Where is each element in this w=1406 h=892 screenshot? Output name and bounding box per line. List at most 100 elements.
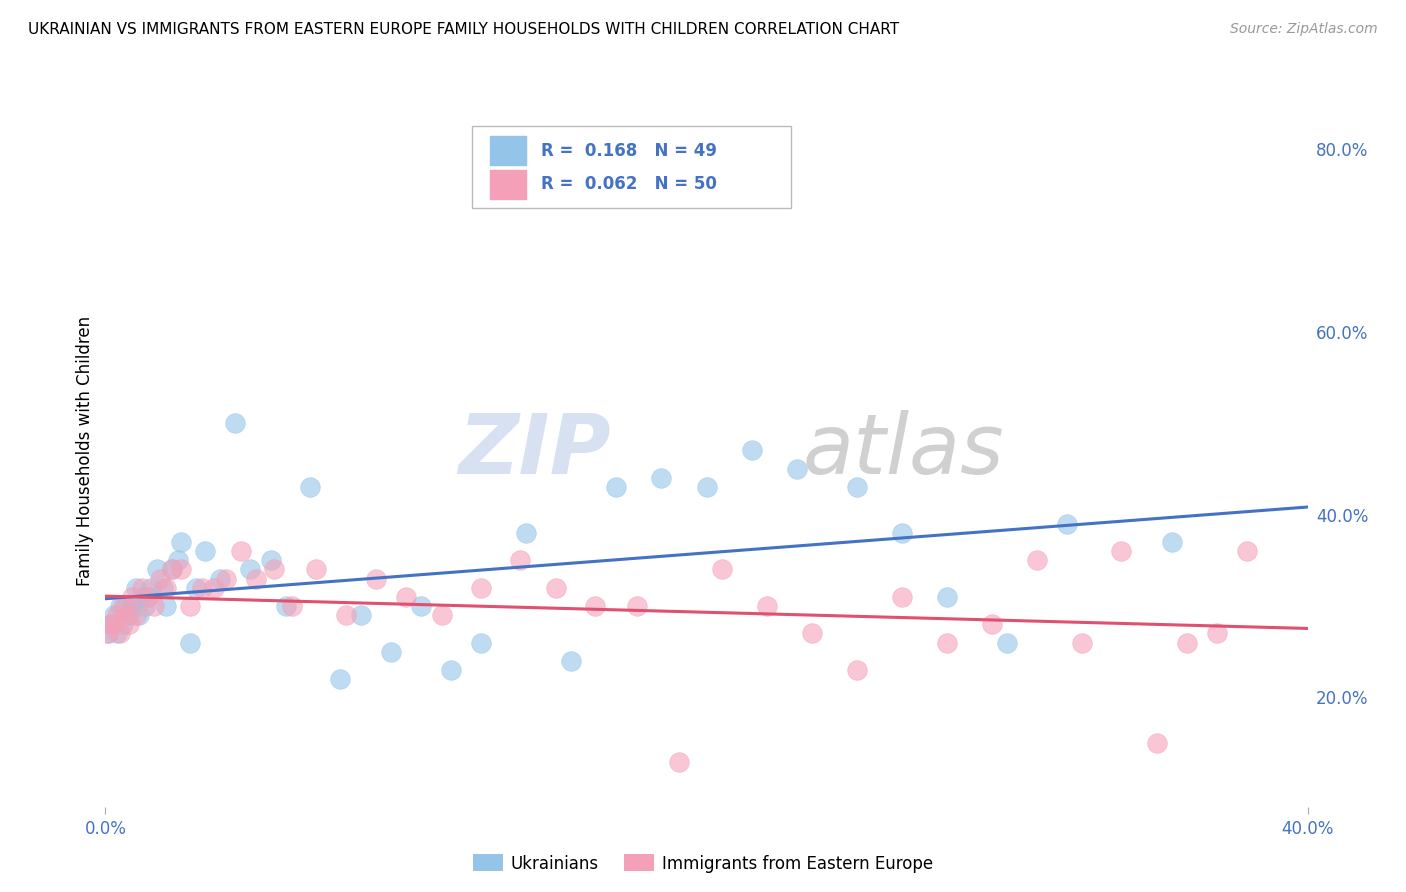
Point [100, 617, 122, 632]
Point [560, 654, 582, 668]
Point [364, 572, 387, 586]
Point [239, 562, 262, 576]
Point [155, 581, 177, 595]
Point [160, 562, 183, 576]
Point [409, 599, 432, 613]
Point [1071, 635, 1094, 649]
Point [995, 635, 1018, 649]
Point [152, 581, 174, 595]
Point [546, 581, 568, 595]
Text: Source: ZipAtlas.com: Source: ZipAtlas.com [1230, 22, 1378, 37]
Point [710, 562, 733, 576]
Point [696, 480, 718, 494]
Point [245, 572, 267, 586]
Point [112, 599, 135, 613]
Point [936, 590, 959, 604]
Point [179, 635, 201, 649]
Point [121, 590, 143, 604]
Point [263, 562, 285, 576]
Point [124, 608, 146, 623]
Point [470, 635, 492, 649]
Point [650, 471, 672, 485]
Point [335, 608, 357, 623]
Point [136, 590, 159, 604]
Point [190, 581, 212, 595]
Point [169, 535, 191, 549]
Point [298, 480, 321, 494]
Point [380, 645, 402, 659]
Point [142, 599, 165, 613]
Point [305, 562, 328, 576]
Point [107, 626, 129, 640]
Point [470, 581, 492, 595]
FancyBboxPatch shape [491, 170, 526, 199]
Point [583, 599, 606, 613]
Point [515, 525, 537, 540]
Text: atlas: atlas [803, 410, 1004, 491]
Point [281, 599, 304, 613]
Point [1109, 544, 1132, 558]
Point [668, 755, 690, 769]
Point [800, 626, 823, 640]
Point [430, 608, 453, 623]
Point [179, 599, 201, 613]
Point [1056, 516, 1078, 531]
Point [890, 525, 912, 540]
Point [1146, 736, 1168, 750]
Point [329, 672, 352, 686]
Point [786, 462, 808, 476]
Point [97, 626, 120, 640]
Point [755, 599, 778, 613]
Point [160, 562, 183, 576]
Point [131, 590, 153, 604]
Y-axis label: Family Households with Children: Family Households with Children [76, 316, 94, 585]
Point [605, 480, 627, 494]
Point [148, 572, 170, 586]
Point [121, 599, 143, 613]
Text: R =  0.062   N = 50: R = 0.062 N = 50 [541, 176, 717, 194]
Point [845, 480, 868, 494]
Point [115, 599, 138, 613]
Point [139, 581, 162, 595]
Point [194, 544, 217, 558]
Point [155, 599, 177, 613]
Point [1026, 553, 1049, 567]
Text: ZIP: ZIP [458, 410, 610, 491]
Point [936, 635, 959, 649]
Point [208, 572, 231, 586]
Point [224, 416, 246, 430]
Point [981, 617, 1004, 632]
Point [1161, 535, 1184, 549]
Point [112, 617, 135, 632]
Point [166, 553, 188, 567]
Point [169, 562, 191, 576]
FancyBboxPatch shape [491, 136, 526, 165]
Point [741, 443, 763, 458]
Point [124, 581, 146, 595]
Point [845, 663, 868, 677]
Point [890, 590, 912, 604]
Point [128, 608, 150, 623]
Point [395, 590, 418, 604]
Point [202, 581, 225, 595]
Point [136, 590, 159, 604]
Point [134, 599, 156, 613]
Point [229, 544, 252, 558]
Point [509, 553, 531, 567]
Point [440, 663, 463, 677]
Point [115, 608, 138, 623]
Point [131, 581, 153, 595]
Point [1236, 544, 1258, 558]
Point [103, 608, 125, 623]
Point [110, 626, 132, 640]
Text: UKRAINIAN VS IMMIGRANTS FROM EASTERN EUROPE FAMILY HOUSEHOLDS WITH CHILDREN CORR: UKRAINIAN VS IMMIGRANTS FROM EASTERN EUR… [28, 22, 900, 37]
Point [118, 608, 141, 623]
Point [626, 599, 648, 613]
Point [260, 553, 283, 567]
Point [350, 608, 373, 623]
Point [1175, 635, 1198, 649]
Point [1206, 626, 1229, 640]
Point [110, 599, 132, 613]
Point [118, 617, 141, 632]
Point [214, 572, 236, 586]
